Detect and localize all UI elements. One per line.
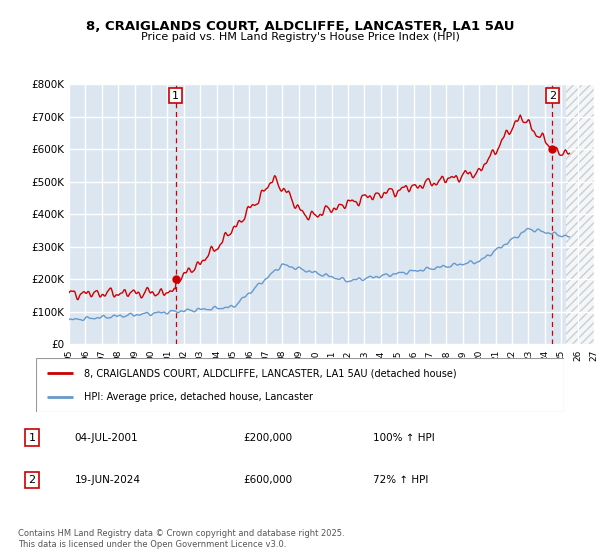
Text: 19-JUN-2024: 19-JUN-2024: [74, 475, 140, 485]
Text: 8, CRAIGLANDS COURT, ALDCLIFFE, LANCASTER, LA1 5AU: 8, CRAIGLANDS COURT, ALDCLIFFE, LANCASTE…: [86, 20, 514, 32]
Text: 8, CRAIGLANDS COURT, ALDCLIFFE, LANCASTER, LA1 5AU (detached house): 8, CRAIGLANDS COURT, ALDCLIFFE, LANCASTE…: [83, 368, 456, 379]
Text: 100% ↑ HPI: 100% ↑ HPI: [373, 432, 435, 442]
Text: 72% ↑ HPI: 72% ↑ HPI: [373, 475, 428, 485]
Text: £200,000: £200,000: [244, 432, 293, 442]
Text: HPI: Average price, detached house, Lancaster: HPI: Average price, detached house, Lanc…: [83, 391, 313, 402]
Point: [548, 144, 557, 153]
Text: 04-JUL-2001: 04-JUL-2001: [74, 432, 138, 442]
Text: Price paid vs. HM Land Registry's House Price Index (HPI): Price paid vs. HM Land Registry's House …: [140, 32, 460, 43]
Point: [171, 275, 181, 284]
Text: 2: 2: [549, 91, 556, 101]
Text: 2: 2: [29, 475, 35, 485]
Text: 1: 1: [172, 91, 179, 101]
FancyBboxPatch shape: [36, 358, 564, 412]
Text: Contains HM Land Registry data © Crown copyright and database right 2025.
This d: Contains HM Land Registry data © Crown c…: [18, 529, 344, 549]
Text: 1: 1: [29, 432, 35, 442]
Text: £600,000: £600,000: [244, 475, 293, 485]
